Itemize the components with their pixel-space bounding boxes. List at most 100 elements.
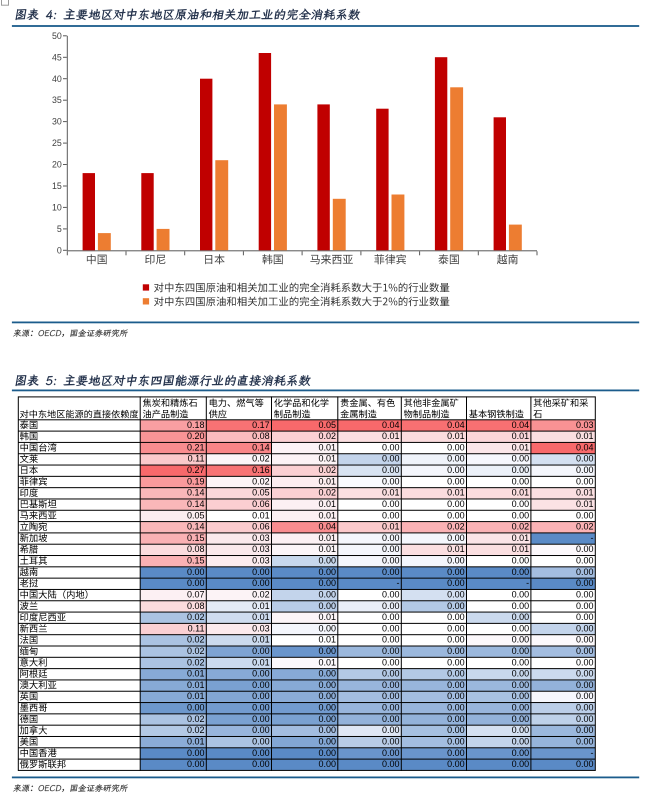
svg-text:0.02: 0.02: [187, 725, 205, 735]
svg-text:0.00: 0.00: [382, 691, 400, 701]
svg-text:0.00: 0.00: [252, 567, 270, 577]
svg-text:10: 10: [52, 203, 62, 213]
svg-text:0.00: 0.00: [576, 703, 594, 713]
svg-text:0.01: 0.01: [576, 488, 594, 498]
svg-text:0.00: 0.00: [187, 759, 205, 769]
svg-text:0.02: 0.02: [318, 488, 336, 498]
svg-text:0.03: 0.03: [576, 420, 594, 430]
svg-text:0.00: 0.00: [187, 703, 205, 713]
svg-text:0.00: 0.00: [512, 725, 530, 735]
svg-text:0.00: 0.00: [576, 680, 594, 690]
svg-text:0.00: 0.00: [576, 510, 594, 520]
svg-text:0.00: 0.00: [187, 567, 205, 577]
svg-text:0.05: 0.05: [187, 510, 205, 520]
svg-text:0.00: 0.00: [447, 476, 465, 486]
svg-text:0.00: 0.00: [447, 465, 465, 475]
svg-text:0.01: 0.01: [382, 522, 400, 532]
svg-text:0.00: 0.00: [318, 748, 336, 758]
svg-text:0.01: 0.01: [447, 488, 465, 498]
svg-text:0.00: 0.00: [447, 578, 465, 588]
svg-text:0.00: 0.00: [512, 736, 530, 746]
svg-text:0.00: 0.00: [576, 454, 594, 464]
svg-text:0.00: 0.00: [447, 669, 465, 679]
svg-text:0.01: 0.01: [187, 669, 205, 679]
svg-text:0.00: 0.00: [382, 736, 400, 746]
svg-text:0.01: 0.01: [512, 431, 530, 441]
svg-text:0.02: 0.02: [512, 522, 530, 532]
svg-text:-: -: [591, 533, 594, 543]
svg-text:0.01: 0.01: [447, 544, 465, 554]
svg-text:0.01: 0.01: [187, 691, 205, 701]
svg-text:0.03: 0.03: [252, 544, 270, 554]
svg-text:0.01: 0.01: [447, 431, 465, 441]
svg-text:0.01: 0.01: [318, 657, 336, 667]
svg-text:0.01: 0.01: [252, 612, 270, 622]
svg-text:35: 35: [52, 95, 62, 105]
svg-text:0.14: 0.14: [187, 522, 205, 532]
svg-text:0.00: 0.00: [382, 714, 400, 724]
svg-text:0.00: 0.00: [447, 623, 465, 633]
svg-text:0.00: 0.00: [318, 736, 336, 746]
svg-text:0.01: 0.01: [318, 454, 336, 464]
svg-text:0.01: 0.01: [252, 635, 270, 645]
svg-text:0.00: 0.00: [576, 736, 594, 746]
svg-text:0.02: 0.02: [187, 646, 205, 656]
svg-text:0.02: 0.02: [187, 657, 205, 667]
svg-text:0.00: 0.00: [512, 476, 530, 486]
svg-text:0.00: 0.00: [512, 714, 530, 724]
svg-text:0.00: 0.00: [512, 510, 530, 520]
svg-text:0.00: 0.00: [382, 669, 400, 679]
svg-text:0.04: 0.04: [576, 442, 594, 452]
svg-text:0.00: 0.00: [382, 510, 400, 520]
svg-text:0.00: 0.00: [447, 533, 465, 543]
svg-text:0.04: 0.04: [382, 420, 400, 430]
svg-text:0.00: 0.00: [447, 736, 465, 746]
svg-text:45: 45: [52, 52, 62, 62]
svg-text:15: 15: [52, 181, 62, 191]
svg-text:0.00: 0.00: [382, 646, 400, 656]
svg-text:0.00: 0.00: [382, 612, 400, 622]
svg-text:0.00: 0.00: [447, 612, 465, 622]
svg-text:0.01: 0.01: [187, 736, 205, 746]
svg-text:0.00: 0.00: [512, 499, 530, 509]
svg-text:0.00: 0.00: [512, 454, 530, 464]
svg-text:-: -: [526, 578, 529, 588]
svg-text:0.00: 0.00: [252, 646, 270, 656]
svg-text:0.00: 0.00: [576, 567, 594, 577]
svg-text:0.00: 0.00: [447, 510, 465, 520]
svg-text:0.00: 0.00: [576, 465, 594, 475]
svg-text:0.01: 0.01: [252, 601, 270, 611]
svg-text:0: 0: [57, 245, 62, 255]
svg-text:0.00: 0.00: [318, 589, 336, 599]
svg-text:0.00: 0.00: [382, 589, 400, 599]
svg-text:0.00: 0.00: [447, 567, 465, 577]
svg-text:0.04: 0.04: [512, 420, 530, 430]
svg-text:0.00: 0.00: [382, 442, 400, 452]
svg-text:0.00: 0.00: [576, 578, 594, 588]
svg-text:0.00: 0.00: [382, 556, 400, 566]
svg-text:0.01: 0.01: [318, 476, 336, 486]
svg-text:0.02: 0.02: [252, 454, 270, 464]
svg-text:0.02: 0.02: [187, 612, 205, 622]
svg-text:0.00: 0.00: [447, 759, 465, 769]
svg-text:0.02: 0.02: [252, 476, 270, 486]
svg-text:0.06: 0.06: [252, 522, 270, 532]
svg-text:0.00: 0.00: [447, 714, 465, 724]
svg-text:0.00: 0.00: [382, 680, 400, 690]
svg-text:0.08: 0.08: [187, 601, 205, 611]
svg-text:0.00: 0.00: [318, 567, 336, 577]
svg-text:0.00: 0.00: [252, 669, 270, 679]
svg-text:0.00: 0.00: [576, 544, 594, 554]
svg-text:0.00: 0.00: [382, 454, 400, 464]
svg-text:0.00: 0.00: [512, 601, 530, 611]
svg-text:0.01: 0.01: [512, 544, 530, 554]
svg-text:0.16: 0.16: [252, 465, 270, 475]
svg-text:0.00: 0.00: [447, 442, 465, 452]
svg-text:0.00: 0.00: [447, 646, 465, 656]
svg-text:0.00: 0.00: [447, 499, 465, 509]
svg-text:0.00: 0.00: [318, 578, 336, 588]
svg-text:0.00: 0.00: [382, 601, 400, 611]
svg-text:0.03: 0.03: [252, 623, 270, 633]
svg-text:0.00: 0.00: [447, 748, 465, 758]
svg-text:0.00: 0.00: [252, 759, 270, 769]
